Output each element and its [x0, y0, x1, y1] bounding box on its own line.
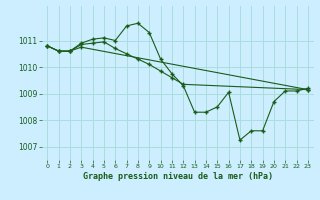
X-axis label: Graphe pression niveau de la mer (hPa): Graphe pression niveau de la mer (hPa): [83, 172, 273, 181]
